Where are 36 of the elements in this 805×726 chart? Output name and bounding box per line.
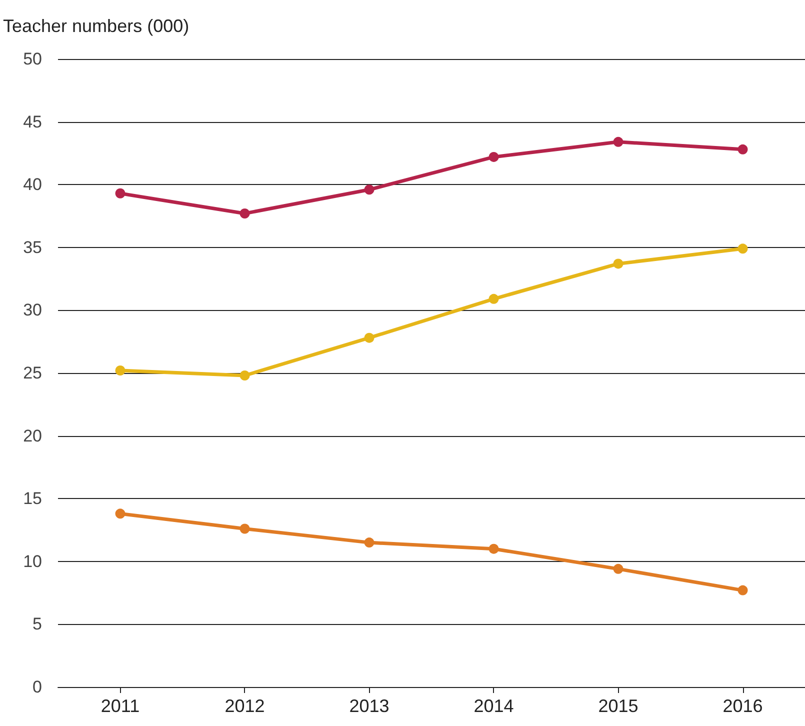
y-tick-label: 0 (32, 678, 42, 696)
y-tick-label: 15 (23, 489, 42, 508)
y-tick-label: 25 (23, 364, 42, 382)
point (738, 585, 748, 596)
point (240, 524, 250, 534)
y-tick-label: 5 (32, 614, 42, 634)
point (738, 144, 748, 154)
x-tick-label: 2012 (224, 696, 265, 716)
point (613, 258, 624, 269)
point (115, 188, 126, 198)
x-tick-label: 2013 (349, 696, 390, 716)
y-tick-label: 30 (23, 300, 42, 320)
x-tick-label: 2011 (100, 696, 140, 716)
point (738, 244, 748, 254)
x-tick-label: 2014 (474, 696, 514, 716)
y-tick-label: 45 (23, 112, 42, 132)
x-tick-label: 2015 (598, 696, 638, 716)
point (488, 294, 499, 304)
point (364, 332, 374, 343)
point (613, 564, 624, 574)
y-tick-label: 20 (23, 426, 42, 446)
point (240, 370, 250, 381)
point (364, 184, 374, 195)
y-tick-label: 50 (23, 50, 42, 68)
y-axis-title: Teacher numbers (000) (3, 16, 190, 36)
point (488, 544, 499, 554)
y-tick-label: 35 (23, 238, 42, 257)
point (240, 208, 250, 218)
point (613, 136, 624, 147)
point (364, 538, 374, 548)
point (488, 152, 499, 162)
y-tick-label: 10 (23, 552, 42, 571)
point (115, 508, 126, 519)
y-tick-label: 40 (23, 175, 42, 194)
point (115, 365, 126, 376)
x-tick-label: 2016 (722, 696, 763, 716)
